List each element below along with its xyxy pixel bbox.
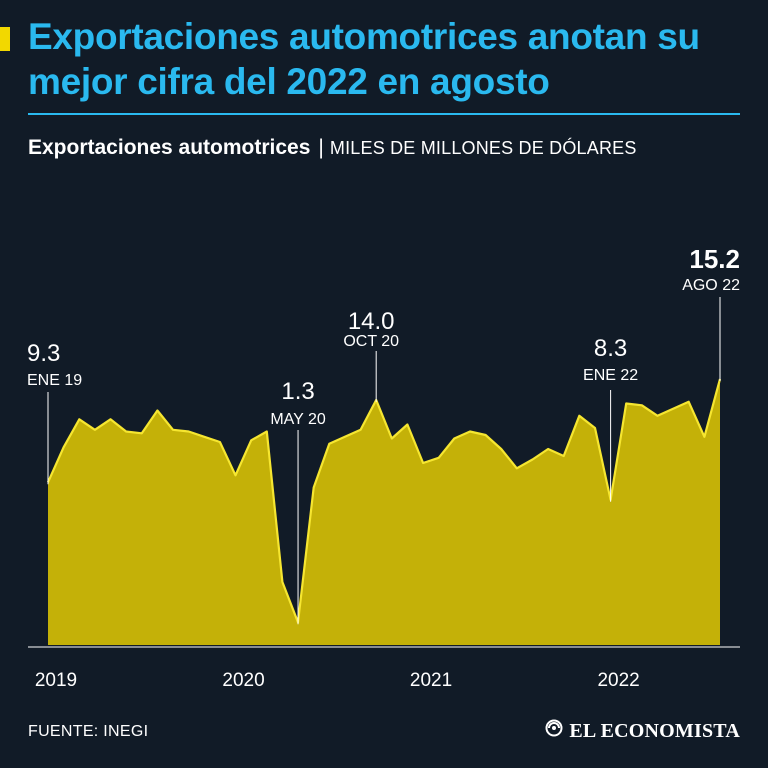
annotation-value-ago-22: 15.2 (689, 244, 740, 274)
annotation-label-may-20: MAY 20 (270, 411, 326, 428)
subtitle-label: Exportaciones automotrices (28, 136, 311, 159)
annotation-label-oct-20: OCT 20 (343, 333, 399, 350)
annotation-label-ene-22: ENE 22 (583, 367, 638, 384)
annotation-value-ene-19: 9.3 (27, 340, 60, 367)
series-line (46, 378, 722, 624)
annotation-label-ago-22: AGO 22 (682, 277, 740, 294)
annotation-label-ene-19: ENE 19 (27, 372, 82, 389)
source-note: FUENTE: INEGI (28, 723, 149, 740)
x-tick-label-2022: 2022 (597, 670, 639, 691)
annotation-value-ene-22: 8.3 (594, 335, 627, 362)
brand-name: EL ECONOMISTA (569, 719, 740, 742)
annotation-value-may-20: 1.3 (281, 378, 314, 405)
x-tick-label-2021: 2021 (410, 670, 452, 691)
area-fill (48, 379, 720, 645)
x-tick-label-2019: 2019 (35, 670, 77, 691)
brand-globe-icon (545, 719, 563, 743)
chart-subtitle: Exportaciones automotrices | MILES DE MILL… (28, 136, 637, 160)
title-divider (28, 113, 740, 115)
subtitle-separator: | (318, 136, 324, 159)
brand-logo: EL ECONOMISTA (545, 719, 740, 743)
annotation-value-oct-20: 14.0 (348, 308, 395, 335)
subtitle-units: MILES DE MILLONES DE DÓLARES (329, 138, 637, 158)
x-tick-label-2020: 2020 (222, 670, 264, 691)
title-accent-bar (0, 27, 10, 51)
page-title: Exportaciones automotrices anotan su mej… (28, 16, 700, 102)
